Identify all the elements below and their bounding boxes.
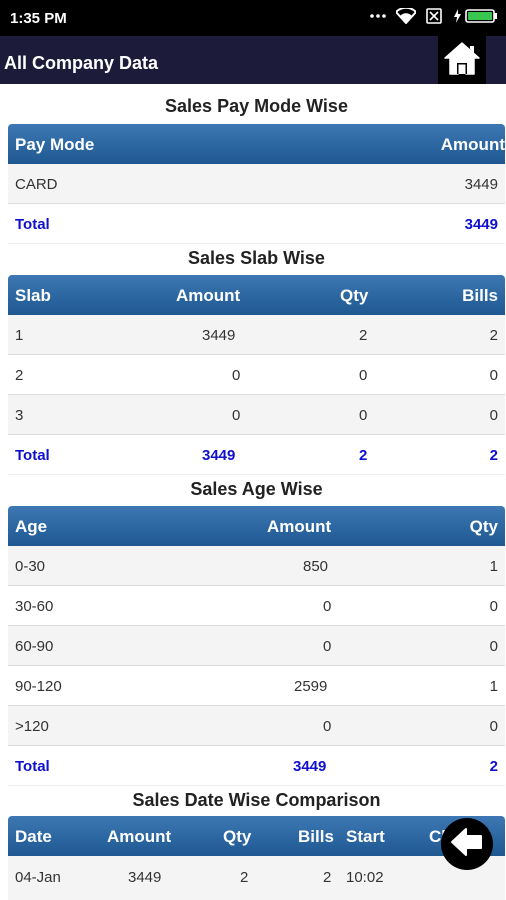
- paymode-col-amount: Amount: [440, 135, 505, 154]
- datewise-header: Date Amount Qty Bills Start Cl: [8, 816, 505, 856]
- status-time: 1:35 PM: [10, 10, 67, 27]
- page-title: All Company Data: [4, 53, 159, 73]
- table-row: 60-90 0 0: [8, 626, 505, 666]
- age-header: Age Amount Qty: [8, 506, 505, 546]
- slab-title: Sales Slab Wise: [188, 248, 325, 268]
- table-row: 3 0 0 0: [8, 395, 505, 435]
- age-title: Sales Age Wise: [190, 479, 323, 499]
- datewise-title: Sales Date Wise Comparison: [132, 790, 381, 810]
- back-button[interactable]: [441, 818, 493, 870]
- status-bar: 1:35 PM: [0, 0, 506, 36]
- table-row: 30-60 0 0: [8, 586, 505, 626]
- table-row: 0-30 850 1: [8, 546, 505, 586]
- table-row: >120 0 0: [8, 706, 505, 746]
- paymode-title: Sales Pay Mode Wise: [165, 96, 348, 116]
- home-icon: [443, 40, 481, 81]
- home-button[interactable]: [438, 36, 486, 84]
- slab-header: Slab Amount Qty Bills: [8, 275, 505, 315]
- report-content[interactable]: Sales Pay Mode Wise Pay Mode Amount CARD…: [0, 84, 506, 900]
- signal-dots-icon: [370, 12, 386, 20]
- status-icons: [370, 8, 498, 24]
- slab-total-row: Total 3449 2 2: [8, 435, 505, 475]
- table-row: CARD 3449: [8, 164, 505, 204]
- age-total-row: Total 3449 2: [8, 746, 505, 786]
- paymode-total-row: Total 3449: [8, 204, 505, 244]
- no-sim-icon: [426, 8, 442, 24]
- app-bar: All Company Data: [0, 36, 506, 84]
- paymode-col-mode: Pay Mode: [15, 135, 95, 154]
- table-row: 04-Jan 3449 2 2 10:02: [8, 856, 505, 900]
- battery-charging-icon: [452, 8, 498, 24]
- table-row: 1 3449 2 2: [8, 315, 505, 355]
- arrow-left-icon: [450, 827, 484, 862]
- table-row: 2 0 0 0: [8, 355, 505, 395]
- table-row: 90-120 2599 1: [8, 666, 505, 706]
- wifi-icon: [396, 8, 416, 24]
- paymode-header: Pay Mode Amount: [8, 124, 505, 164]
